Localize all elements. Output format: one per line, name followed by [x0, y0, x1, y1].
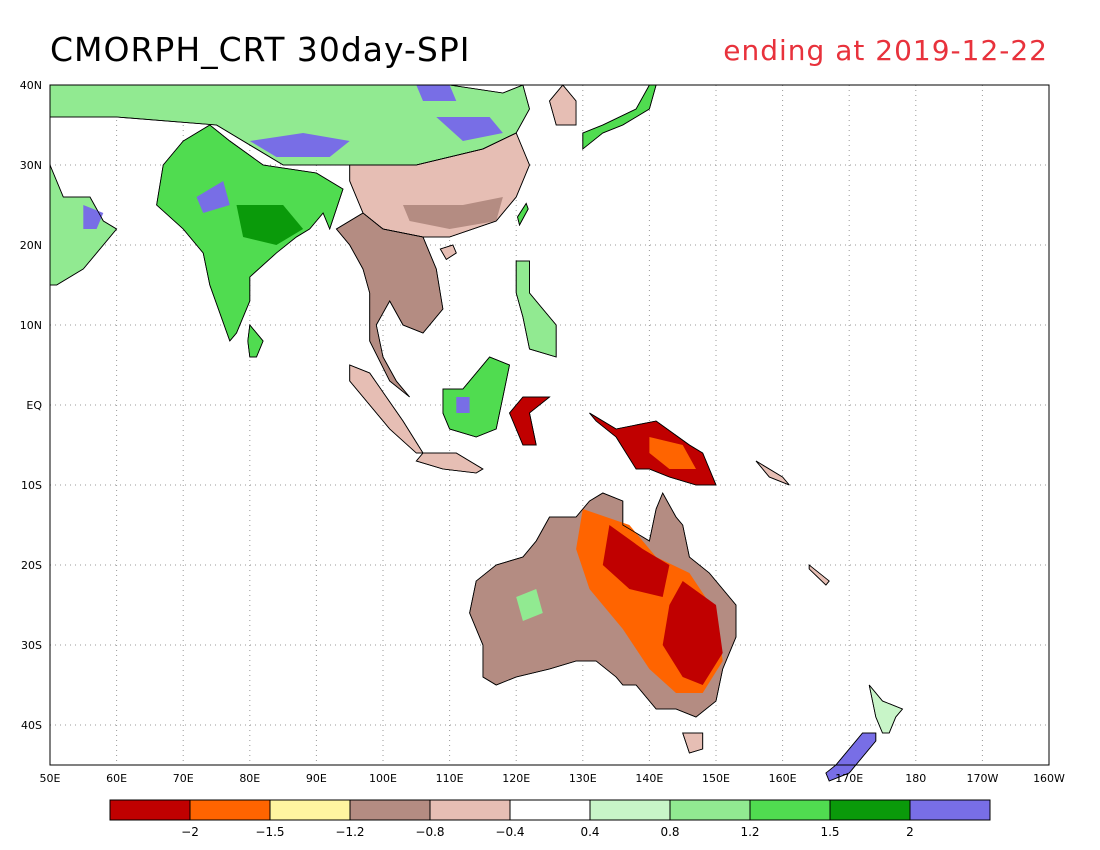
lon-label: 80E [239, 772, 260, 785]
nguinea-dry-core [649, 437, 696, 469]
borneo-region [442, 356, 510, 438]
legend-label: −0.8 [415, 825, 444, 839]
lon-label: 170W [966, 772, 998, 785]
lat-label: 20N [20, 239, 42, 252]
aus-extreme-dry [662, 581, 723, 685]
india-region-coast [156, 124, 344, 342]
lon-label: 120E [502, 772, 530, 785]
legend-label: 0.4 [580, 825, 599, 839]
nz-south-island-coast [825, 732, 877, 782]
lon-label: 110E [436, 772, 464, 785]
india-blue [196, 181, 230, 213]
india-green [236, 205, 304, 245]
china-brown [403, 197, 503, 229]
lat-label: 40S [21, 719, 42, 732]
legend-label: −1.5 [255, 825, 284, 839]
philippines-region [515, 260, 557, 358]
lon-label: 170E [835, 772, 863, 785]
lon-label: 100E [369, 772, 397, 785]
legend-swatch [109, 799, 191, 821]
legend-swatch [589, 799, 671, 821]
arabia-region-coast [49, 164, 118, 286]
legend-swatch [829, 799, 911, 821]
lon-label: 180 [905, 772, 926, 785]
legend-swatch [189, 799, 271, 821]
legend-swatch [269, 799, 351, 821]
legend-label: −2 [181, 825, 199, 839]
legend-swatch [349, 799, 431, 821]
australia-region-coast [469, 492, 737, 718]
solomon-islands [755, 460, 790, 486]
new-guinea-region-coast [589, 412, 717, 486]
sri-lanka-region [247, 324, 264, 358]
color-legend: −2 −1.5 −1.2 −0.8 −0.4 0.4 0.8 1.2 1.5 2 [109, 799, 991, 839]
lat-label: 10S [21, 479, 42, 492]
taiwan-region-coast [517, 202, 529, 227]
hainan-region-coast [439, 244, 457, 260]
korea-region [549, 84, 577, 126]
legend-label: 2 [906, 825, 914, 839]
lat-label: 30N [20, 159, 42, 172]
spi-regions [49, 84, 904, 782]
borneo-blue [456, 397, 470, 413]
nz-north-island-coast [868, 684, 904, 734]
korea-region-coast [549, 84, 577, 126]
lon-label: 70E [173, 772, 194, 785]
new-caledonia [808, 564, 830, 586]
borneo-region-coast [442, 356, 510, 438]
lat-label: 10N [20, 319, 42, 332]
lon-label: 90E [306, 772, 327, 785]
sulawesi-region-coast [509, 396, 551, 446]
tasmania-region-coast [682, 732, 704, 754]
sri-lanka-region-coast [247, 324, 264, 358]
tibet-blue [249, 133, 350, 157]
sumatra-region [349, 364, 424, 454]
lon-label: 140E [635, 772, 663, 785]
lon-label: 130E [569, 772, 597, 785]
lat-label: 40N [20, 79, 42, 92]
solomon-islands-coast [755, 460, 790, 486]
legend-swatch [749, 799, 831, 821]
lat-label: 20S [21, 559, 42, 572]
legend-label: −1.2 [335, 825, 364, 839]
arabia-blue [83, 205, 104, 229]
mongolia-blue [416, 85, 457, 101]
legend-label: −0.4 [495, 825, 524, 839]
lon-label: 150E [702, 772, 730, 785]
legend-swatch [509, 799, 591, 821]
map-frame [49, 84, 1050, 766]
axis-labels: 50E 60E 70E 80E 90E 100E 110E 120E 130E 140E 150E 1… [20, 79, 1065, 785]
legend-label: 1.2 [740, 825, 759, 839]
date-label: ending at 2019-12-22 [723, 34, 1048, 67]
legend-swatch [909, 799, 991, 821]
legend-swatch [429, 799, 511, 821]
lon-label: 160E [769, 772, 797, 785]
legend-label: 1.5 [820, 825, 839, 839]
north-china-blue [436, 117, 503, 141]
sulawesi-region [509, 396, 551, 446]
aus-west-wet [516, 589, 543, 621]
philippines-region-coast [515, 260, 557, 358]
lat-label: EQ [26, 399, 42, 412]
legend-label: 0.8 [660, 825, 679, 839]
sumatra-region-coast [349, 364, 424, 454]
map-title: CMORPH_CRT 30day-SPI [50, 30, 471, 69]
legend-swatch [669, 799, 751, 821]
lat-label: 30S [21, 639, 42, 652]
aus-extreme-dry-north [602, 525, 670, 597]
lon-label: 50E [40, 772, 61, 785]
lon-label: 60E [106, 772, 127, 785]
new-caledonia-coast [808, 564, 830, 586]
indochina-region-coast [335, 212, 444, 398]
lon-label: 160W [1033, 772, 1065, 785]
java-region-coast [415, 452, 484, 474]
